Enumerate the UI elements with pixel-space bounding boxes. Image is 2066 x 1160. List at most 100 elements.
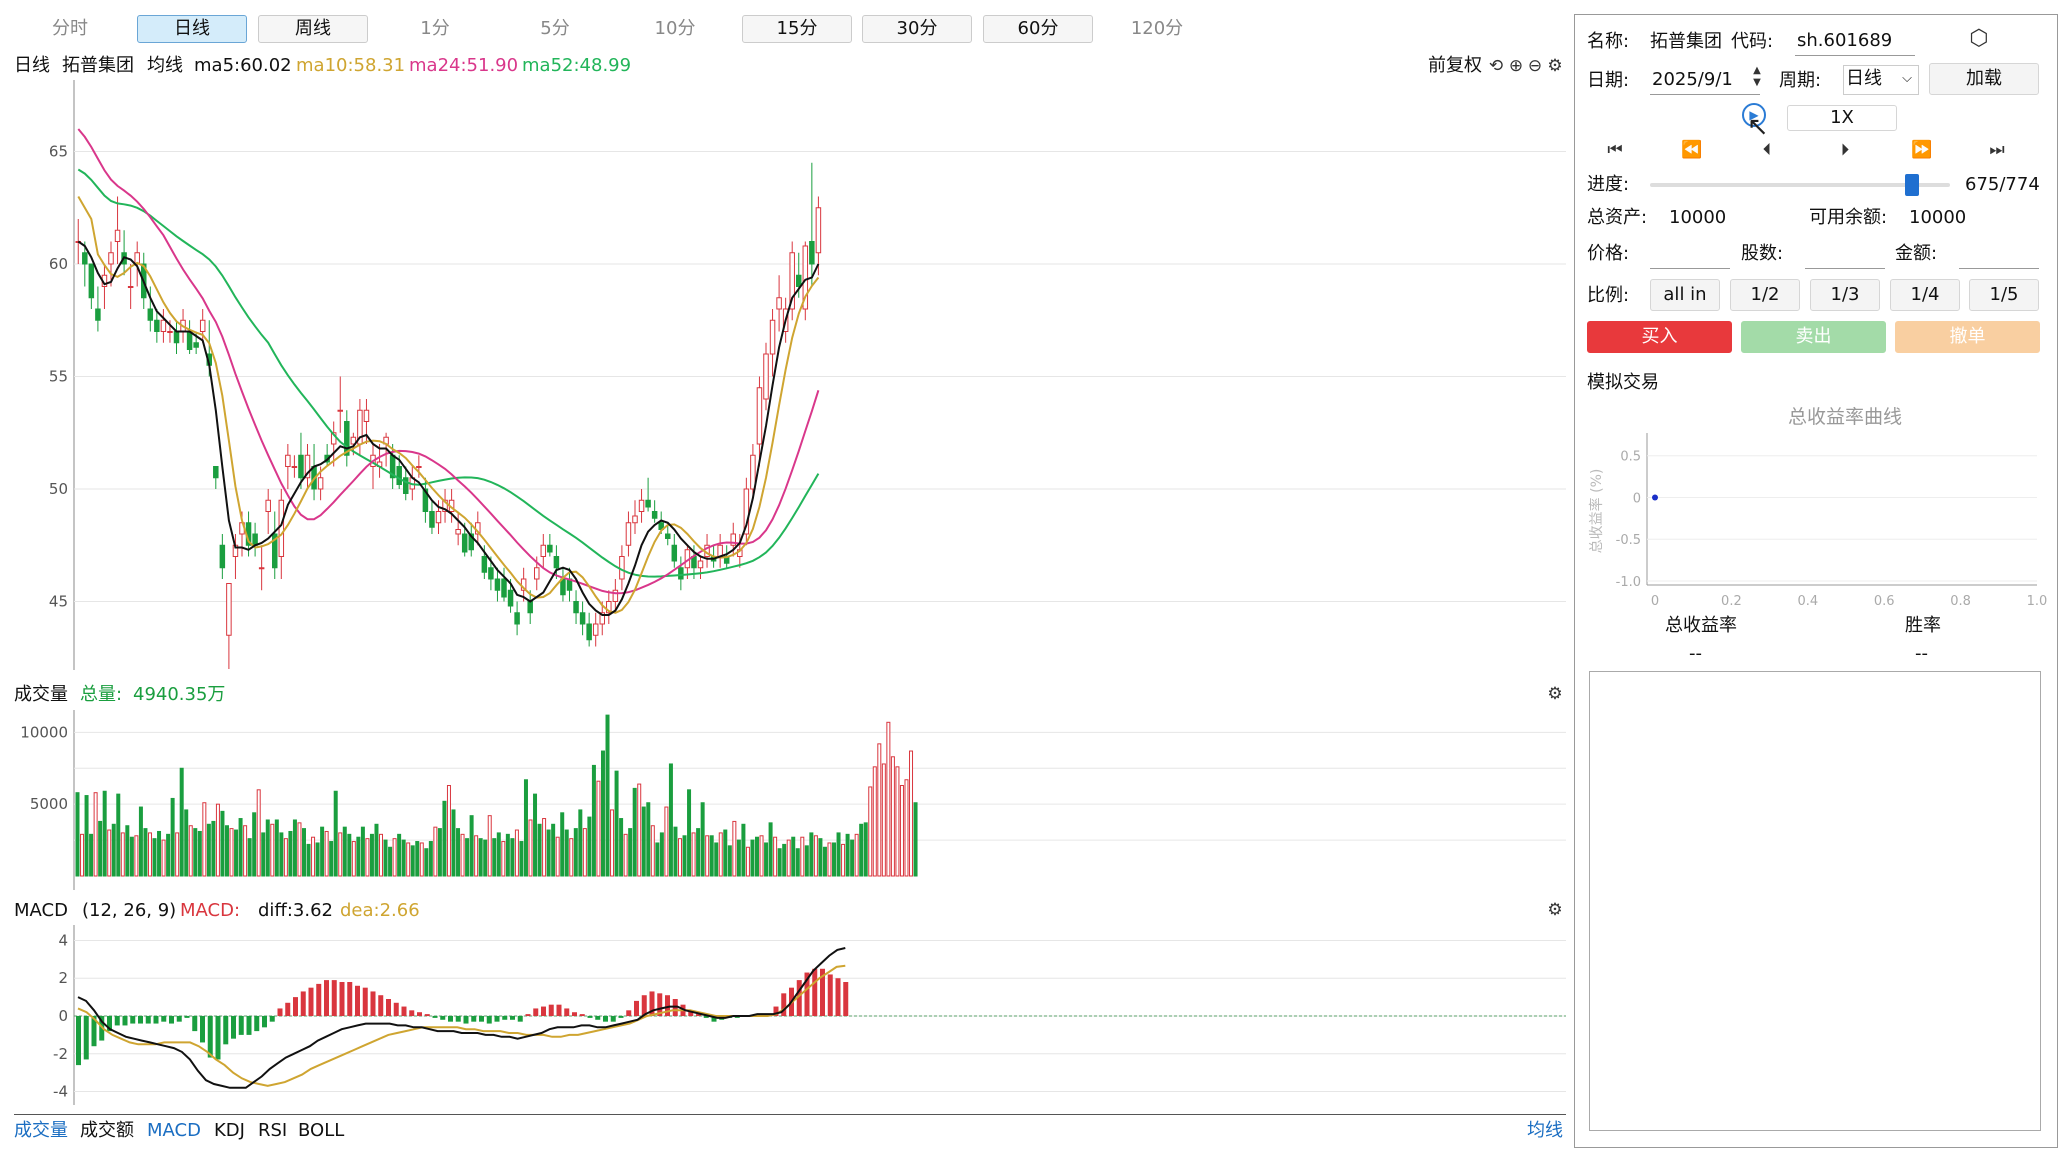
volume-settings-icon[interactable]: ⚙ bbox=[1547, 684, 1563, 704]
ratio-all-in-button[interactable]: all in bbox=[1650, 279, 1720, 311]
skip-to-end-icon[interactable]: ⏭ bbox=[1989, 140, 2005, 160]
zoom-in-icon[interactable]: ⊕ bbox=[1508, 56, 1524, 76]
tab-120min[interactable]: 120分 bbox=[1130, 18, 1184, 39]
volume-bar bbox=[379, 833, 384, 877]
macd-histogram-bar bbox=[347, 982, 353, 1016]
tab-turnover[interactable]: 成交额 bbox=[80, 1120, 134, 1141]
tab-10min[interactable]: 10分 bbox=[654, 18, 696, 39]
price-input[interactable] bbox=[1650, 241, 1730, 269]
volume-bar bbox=[637, 783, 642, 877]
tab-ma-toggle[interactable]: 均线 bbox=[1527, 1120, 1563, 1141]
diff-line bbox=[77, 947, 846, 1089]
load-button[interactable]: 加载 bbox=[1929, 63, 2039, 95]
macd-histogram-bar bbox=[324, 980, 329, 1016]
macd-settings-icon[interactable]: ⚙ bbox=[1547, 900, 1563, 920]
candlestick-chart[interactable]: 45 50 55 60 65 bbox=[0, 80, 1566, 670]
volume-bar bbox=[333, 790, 338, 877]
candle-body bbox=[776, 297, 782, 310]
volume-bar bbox=[188, 825, 193, 877]
tab-macd[interactable]: MACD bbox=[147, 1120, 201, 1141]
macd-dea: dea:2.66 bbox=[340, 900, 420, 921]
zoom-out-icon[interactable]: ⊖ bbox=[1527, 56, 1543, 76]
volume-bar bbox=[537, 823, 542, 877]
tab-rsi[interactable]: RSI bbox=[258, 1120, 288, 1141]
date-input[interactable]: 2025/9/1 bbox=[1650, 67, 1760, 95]
progress-slider-handle[interactable] bbox=[1904, 174, 1919, 196]
tab-daily[interactable]: 日线 bbox=[137, 15, 247, 43]
candle-body bbox=[573, 601, 579, 614]
tab-weekly[interactable]: 周线 bbox=[258, 15, 368, 43]
candle-body bbox=[258, 567, 265, 570]
rewind-icon[interactable]: ⏪ bbox=[1681, 140, 1703, 160]
volume-bar bbox=[655, 842, 660, 877]
volume-bar bbox=[845, 833, 850, 877]
skip-to-start-icon[interactable]: ⏮ bbox=[1607, 140, 1623, 160]
trade-log-area bbox=[1589, 671, 2041, 1131]
step-forward-icon[interactable]: ⏵ bbox=[1840, 140, 1850, 160]
shares-input[interactable] bbox=[1805, 241, 1885, 269]
candle-body bbox=[606, 601, 612, 614]
speed-selector[interactable]: 1X bbox=[1787, 105, 1897, 131]
volume-bar bbox=[705, 835, 710, 877]
play-icon[interactable]: ▶ bbox=[1742, 103, 1766, 127]
cube-icon[interactable]: ⬡ bbox=[1969, 26, 1989, 51]
date-spinner-icon[interactable]: ▲ ▼ bbox=[1753, 65, 1761, 88]
candle-body bbox=[756, 387, 763, 445]
ratio-quarter-button[interactable]: 1/4 bbox=[1890, 279, 1960, 311]
cancel-order-button[interactable]: 撤单 bbox=[1895, 321, 2040, 353]
candle-body bbox=[147, 308, 154, 321]
volume-chart[interactable]: 5000 10000 bbox=[0, 710, 1566, 890]
macd-y-tick-label: 2 bbox=[58, 969, 68, 987]
volume-bar bbox=[419, 842, 424, 877]
chevron-down-icon: ⌵ bbox=[1902, 71, 1912, 86]
fast-forward-icon[interactable]: ⏩ bbox=[1911, 140, 1933, 160]
tab-1min[interactable]: 1分 bbox=[420, 18, 450, 39]
macd-histogram-bar bbox=[579, 1014, 585, 1016]
buy-button[interactable]: 买入 bbox=[1587, 321, 1732, 353]
volume-bar bbox=[700, 802, 705, 877]
macd-histogram-bar bbox=[812, 968, 818, 1016]
ratio-fifth-button[interactable]: 1/5 bbox=[1969, 279, 2039, 311]
macd-histogram-bar bbox=[641, 995, 647, 1016]
candle-body bbox=[802, 245, 809, 310]
candle-body bbox=[632, 515, 638, 524]
volume-bar bbox=[542, 818, 547, 877]
candle-body bbox=[199, 319, 206, 332]
tab-boll[interactable]: BOLL bbox=[298, 1120, 345, 1141]
tab-kdj[interactable]: KDJ bbox=[214, 1120, 245, 1141]
volume-bar bbox=[474, 835, 479, 877]
code-input[interactable]: sh.601689 bbox=[1795, 28, 1915, 56]
volume-bar bbox=[650, 825, 655, 877]
progress-label: 进度: bbox=[1587, 174, 1630, 195]
mouse-cursor-icon: ↖ bbox=[1747, 112, 1769, 142]
tab-5min[interactable]: 5分 bbox=[540, 18, 570, 39]
tab-volume[interactable]: 成交量 bbox=[14, 1120, 68, 1141]
step-back-icon[interactable]: ⏴ bbox=[1762, 140, 1772, 160]
tab-60min[interactable]: 60分 bbox=[983, 15, 1093, 43]
volume-bar bbox=[895, 766, 900, 877]
settings-gear-icon[interactable]: ⚙ bbox=[1547, 56, 1563, 76]
amount-input[interactable] bbox=[1959, 241, 2039, 269]
tab-fenshi[interactable]: 分时 bbox=[52, 18, 88, 39]
progress-slider[interactable] bbox=[1650, 174, 1950, 196]
volume-bar bbox=[360, 826, 365, 877]
macd-histogram-bar bbox=[455, 1016, 461, 1022]
volume-bar bbox=[288, 830, 293, 877]
macd-histogram-bar bbox=[153, 1016, 159, 1024]
ratio-third-button[interactable]: 1/3 bbox=[1810, 279, 1880, 311]
sell-button[interactable]: 卖出 bbox=[1741, 321, 1886, 353]
ratio-half-button[interactable]: 1/2 bbox=[1730, 279, 1800, 311]
macd-histogram-bar bbox=[300, 991, 306, 1016]
adjust-mode-label[interactable]: 前复权 bbox=[1428, 55, 1482, 76]
macd-histogram-bar bbox=[548, 1004, 554, 1016]
reset-icon[interactable]: ⟲ bbox=[1488, 56, 1504, 76]
volume-bar bbox=[415, 841, 420, 877]
macd-chart[interactable]: -4 -2 0 2 4 bbox=[0, 925, 1566, 1105]
volume-bar bbox=[564, 829, 569, 877]
tab-30min[interactable]: 30分 bbox=[862, 15, 972, 43]
period-select[interactable]: 日线 ⌵ bbox=[1843, 65, 1919, 95]
tab-15min[interactable]: 15分 bbox=[742, 15, 852, 43]
volume-bar bbox=[881, 763, 886, 877]
volume-bar bbox=[170, 797, 175, 877]
